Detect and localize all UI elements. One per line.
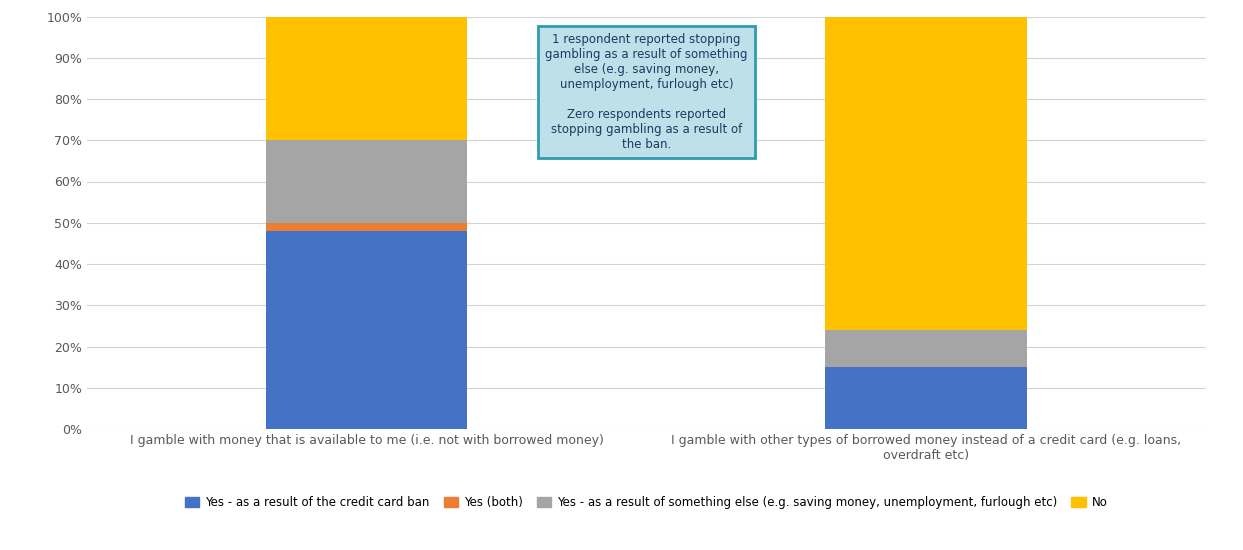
Legend: Yes - as a result of the credit card ban, Yes (both), Yes - as a result of somet: Yes - as a result of the credit card ban… <box>180 491 1112 514</box>
Bar <box>825 367 1027 429</box>
Bar <box>266 223 467 231</box>
Text: 1 respondent reported stopping
gambling as a result of something
else (e.g. savi: 1 respondent reported stopping gambling … <box>546 33 747 151</box>
Bar <box>825 330 1027 367</box>
Bar <box>266 16 467 140</box>
Bar <box>825 16 1027 330</box>
Bar <box>266 231 467 429</box>
Bar <box>266 140 467 223</box>
